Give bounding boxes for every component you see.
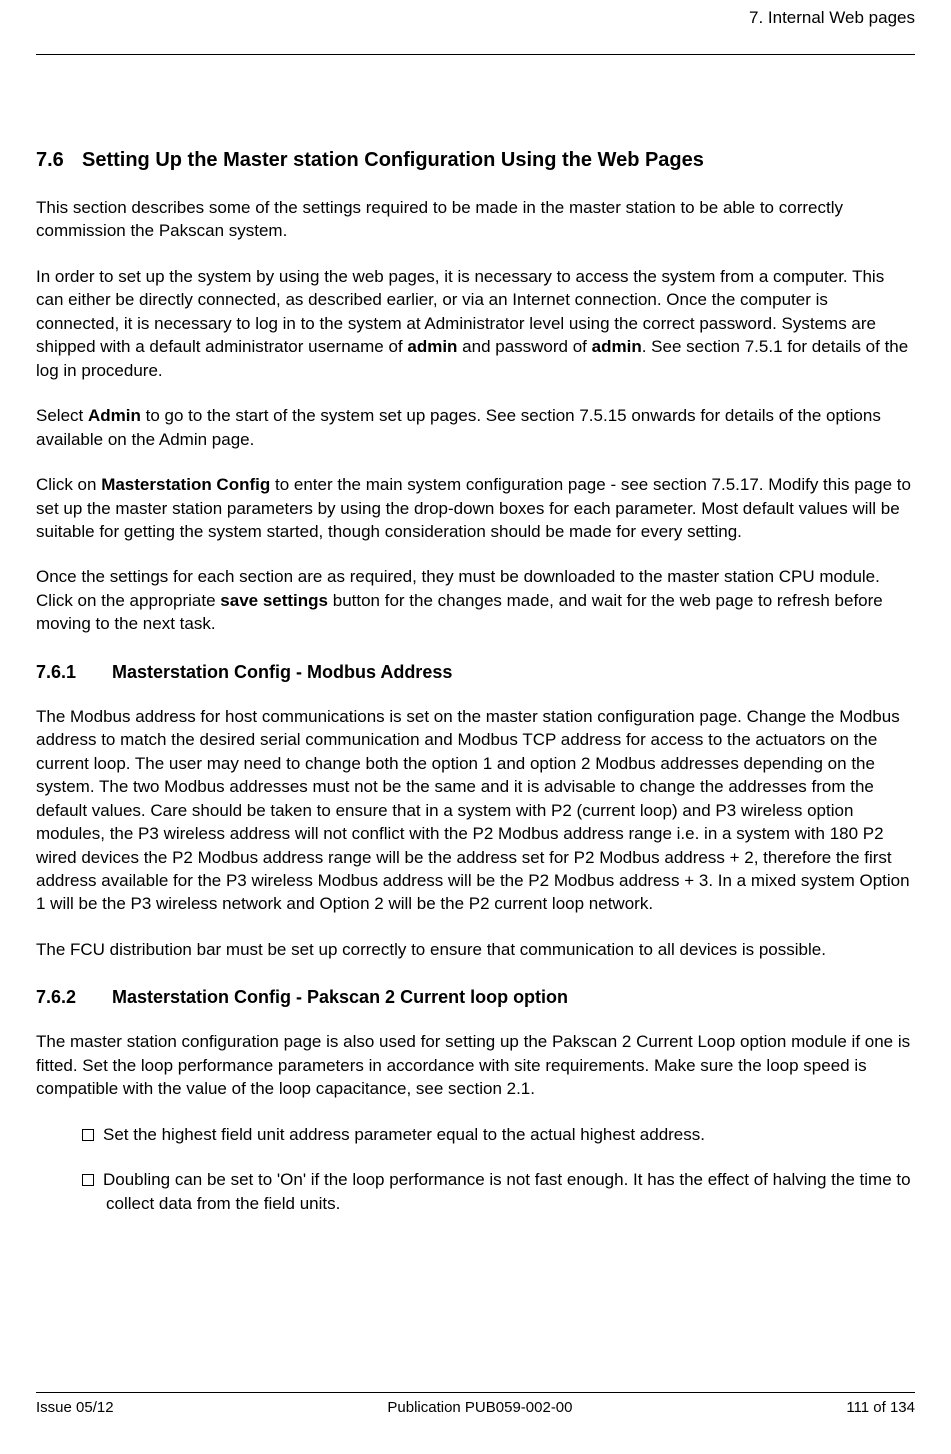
intro-paragraph-2: In order to set up the system by using t… [36, 265, 915, 382]
intro-paragraph-4: Click on Masterstation Config to enter t… [36, 473, 915, 543]
p3-bold-admin: Admin [88, 406, 141, 425]
subsection-1-heading: 7.6.1Masterstation Config - Modbus Addre… [36, 662, 915, 683]
intro-paragraph-5: Once the settings for each section are a… [36, 565, 915, 635]
p5-bold-save: save settings [220, 591, 328, 610]
p2-text-c: and password of [457, 337, 591, 356]
p4-bold-config: Masterstation Config [101, 475, 270, 494]
subsection-2-heading: 7.6.2Masterstation Config - Pakscan 2 Cu… [36, 987, 915, 1008]
bullet-item-1: Set the highest field unit address param… [36, 1123, 915, 1146]
footer-issue: Issue 05/12 [36, 1399, 114, 1416]
checkbox-bullet-icon [82, 1174, 94, 1186]
footer-publication: Publication PUB059-002-00 [387, 1399, 572, 1416]
checkbox-bullet-icon [82, 1129, 94, 1141]
header-chapter: 7. Internal Web pages [36, 8, 915, 28]
p2-bold-admin1: admin [407, 337, 457, 356]
p4-text-a: Click on [36, 475, 101, 494]
sub2-paragraph-1: The master station configuration page is… [36, 1030, 915, 1100]
sub1-paragraph-1: The Modbus address for host communicatio… [36, 705, 915, 916]
bullet-2-text: Doubling can be set to 'On' if the loop … [103, 1170, 911, 1212]
section-title-text: Setting Up the Master station Configurat… [82, 149, 704, 171]
sub1-paragraph-2: The FCU distribution bar must be set up … [36, 938, 915, 961]
p3-text-c: to go to the start of the system set up … [36, 406, 881, 448]
intro-paragraph-1: This section describes some of the setti… [36, 196, 915, 243]
bullet-list: Set the highest field unit address param… [36, 1123, 915, 1215]
subsection-2-number: 7.6.2 [36, 987, 112, 1008]
subsection-2-title-text: Masterstation Config - Pakscan 2 Current… [112, 987, 568, 1007]
main-content: 7.6Setting Up the Master station Configu… [36, 149, 915, 1215]
subsection-1-number: 7.6.1 [36, 662, 112, 683]
footer-page-number: 111 of 134 [846, 1399, 915, 1416]
bullet-1-text: Set the highest field unit address param… [103, 1125, 705, 1144]
footer-rule [36, 1392, 915, 1393]
section-heading: 7.6Setting Up the Master station Configu… [36, 149, 915, 172]
subsection-1-title-text: Masterstation Config - Modbus Address [112, 662, 452, 682]
header-rule [36, 54, 915, 55]
intro-paragraph-3: Select Admin to go to the start of the s… [36, 404, 915, 451]
page-footer: Issue 05/12 Publication PUB059-002-00 11… [36, 1392, 915, 1416]
p2-bold-admin2: admin [592, 337, 642, 356]
section-number: 7.6 [36, 149, 82, 172]
p3-text-a: Select [36, 406, 88, 425]
bullet-item-2: Doubling can be set to 'On' if the loop … [36, 1168, 915, 1215]
